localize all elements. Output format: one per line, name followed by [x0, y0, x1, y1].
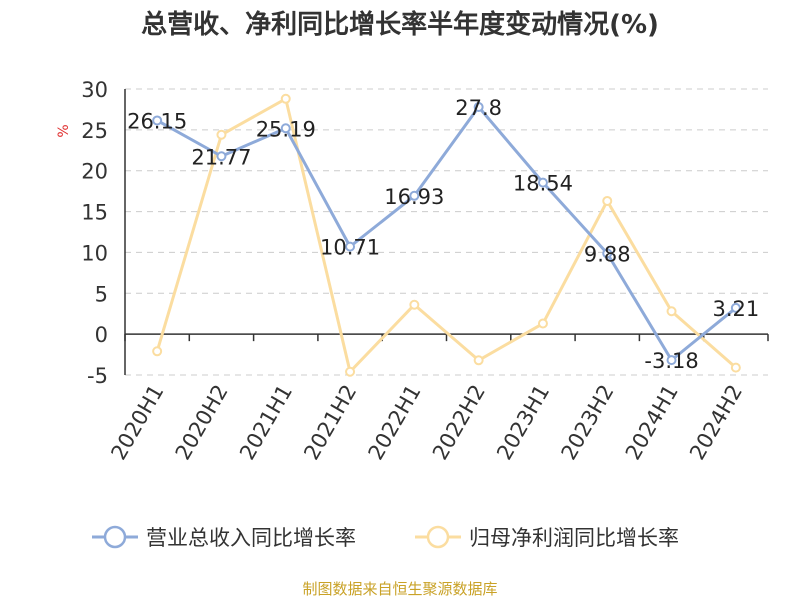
x-tick-label: 2022H2 [428, 381, 490, 465]
data-label: -3.18 [644, 349, 698, 373]
data-label: 18.54 [513, 172, 573, 196]
legend-marker-0 [103, 525, 127, 549]
x-tick-label: 2020H2 [171, 381, 233, 465]
y-tick-label: 30 [81, 78, 108, 102]
data-point-series-0 [730, 302, 741, 313]
data-point-series-1 [345, 366, 356, 377]
x-tick-label: 2024H2 [685, 381, 747, 465]
data-point-series-1 [602, 195, 613, 206]
data-label: 16.93 [384, 185, 444, 209]
x-tick-label: 2022H1 [364, 381, 426, 465]
legend-label-1: 归母净利润同比增长率 [469, 526, 679, 550]
data-label: 9.88 [584, 242, 631, 266]
data-point-series-0 [666, 355, 677, 366]
data-label: 3.21 [712, 297, 759, 321]
data-point-series-1 [537, 318, 548, 329]
data-point-series-1 [216, 129, 227, 140]
y-tick-label: 20 [81, 160, 108, 184]
y-tick-label: 5 [95, 282, 108, 306]
data-label: 27.8 [455, 96, 502, 120]
series-line-1 [155, 97, 737, 374]
y-tick-label: 25 [81, 119, 108, 143]
y-tick-label: -5 [87, 364, 108, 388]
data-point-series-1 [409, 299, 420, 310]
legend-marker-1 [426, 525, 450, 549]
y-axis-unit-label: % [56, 124, 72, 137]
data-point-series-1 [473, 355, 484, 366]
data-label: 21.77 [191, 145, 251, 169]
data-point-series-1 [280, 93, 291, 104]
chart-title: 总营收、净利同比增长率半年度变动情况(%) [141, 9, 659, 40]
y-tick-label: 15 [81, 201, 108, 225]
data-point-series-0 [537, 177, 548, 188]
data-point-series-0 [473, 101, 484, 112]
data-point-series-0 [345, 241, 356, 252]
x-tick-label: 2024H1 [621, 381, 683, 465]
y-tick-label: 0 [95, 323, 108, 347]
series-line-0 [156, 105, 737, 362]
data-label: 10.71 [320, 236, 380, 260]
data-label: 26.15 [127, 109, 187, 133]
x-tick-label: 2021H2 [299, 381, 361, 465]
x-tick-label: 2023H2 [556, 381, 618, 465]
data-point-series-0 [409, 190, 420, 201]
data-point-series-0 [602, 248, 613, 259]
x-tick-label: 2021H1 [235, 381, 297, 465]
y-tick-label: 10 [81, 241, 108, 265]
data-point-series-0 [216, 151, 227, 162]
data-point-series-1 [730, 362, 741, 373]
data-point-series-1 [666, 306, 677, 317]
data-point-series-0 [152, 115, 163, 126]
source-note: 制图数据来自恒生聚源数据库 [302, 580, 497, 598]
legend-label-0: 营业总收入同比增长率 [146, 526, 356, 550]
x-tick-label: 2023H1 [492, 381, 554, 465]
data-point-series-1 [152, 346, 163, 357]
x-tick-label: 2020H1 [106, 381, 168, 465]
data-label: 25.19 [256, 117, 316, 141]
data-point-series-0 [280, 123, 291, 134]
